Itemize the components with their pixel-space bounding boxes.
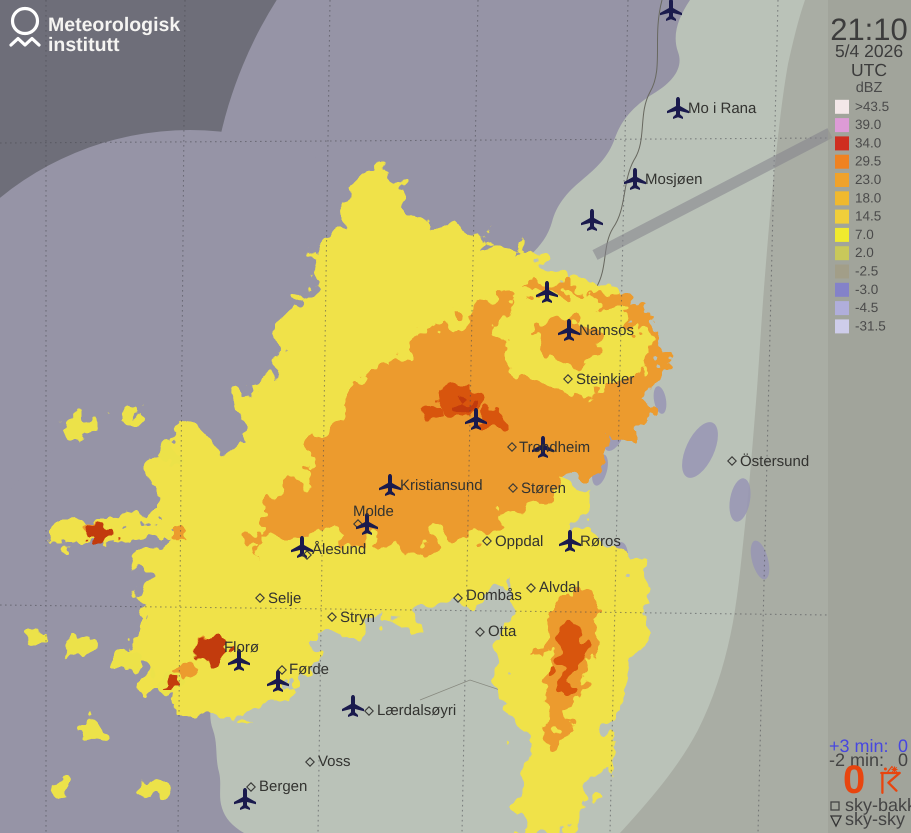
svg-text:2.0: 2.0 [855, 245, 874, 260]
svg-text:-4.5: -4.5 [855, 300, 878, 315]
svg-text:Trondheim: Trondheim [519, 439, 590, 456]
svg-text:Florø: Florø [224, 639, 259, 656]
svg-text:Kristiansund: Kristiansund [400, 477, 483, 494]
svg-text:7.0: 7.0 [855, 227, 874, 242]
svg-text:UTC: UTC [851, 60, 887, 80]
svg-text:Mosjøen: Mosjøen [645, 171, 703, 188]
svg-text:29.5: 29.5 [855, 154, 881, 169]
svg-text:18.0: 18.0 [855, 190, 881, 205]
svg-text:Dombås: Dombås [466, 587, 522, 604]
svg-text:dBZ: dBZ [856, 80, 883, 96]
svg-text:Førde: Førde [289, 661, 329, 678]
svg-text:Røros: Røros [580, 533, 621, 550]
svg-text:Alvdal: Alvdal [539, 579, 580, 596]
svg-text:14.5: 14.5 [855, 209, 881, 224]
svg-text:Mo i Rana: Mo i Rana [688, 100, 757, 117]
svg-text:Molde: Molde [353, 503, 394, 520]
svg-text:Støren: Støren [521, 480, 566, 497]
svg-text:Bergen: Bergen [259, 778, 307, 795]
svg-text:Voss: Voss [318, 753, 351, 770]
svg-text:-31.5: -31.5 [855, 318, 886, 333]
svg-text:Stryn: Stryn [340, 609, 375, 626]
svg-text:Steinkjer: Steinkjer [576, 371, 634, 388]
svg-text:Oppdal: Oppdal [495, 533, 543, 550]
svg-text:-3.0: -3.0 [855, 282, 878, 297]
svg-text:Selje: Selje [268, 590, 301, 607]
svg-text:-2.5: -2.5 [855, 264, 878, 279]
svg-text:Meteorologisk: Meteorologisk [48, 14, 180, 36]
svg-text:34.0: 34.0 [855, 135, 881, 150]
svg-text:>43.5: >43.5 [855, 99, 889, 114]
svg-text:Namsos: Namsos [579, 322, 634, 339]
svg-text:39.0: 39.0 [855, 117, 881, 132]
svg-text:sky-sky: sky-sky [845, 809, 905, 829]
svg-text:Ålesund: Ålesund [312, 540, 366, 558]
svg-text:0: 0 [898, 750, 908, 770]
svg-text:23.0: 23.0 [855, 172, 881, 187]
svg-text:Otta: Otta [488, 623, 517, 640]
svg-text:institutt: institutt [48, 34, 120, 56]
svg-text:Östersund: Östersund [740, 453, 809, 470]
svg-text:Lærdalsøyri: Lærdalsøyri [377, 702, 456, 719]
svg-text:5/4 2026: 5/4 2026 [835, 41, 903, 61]
